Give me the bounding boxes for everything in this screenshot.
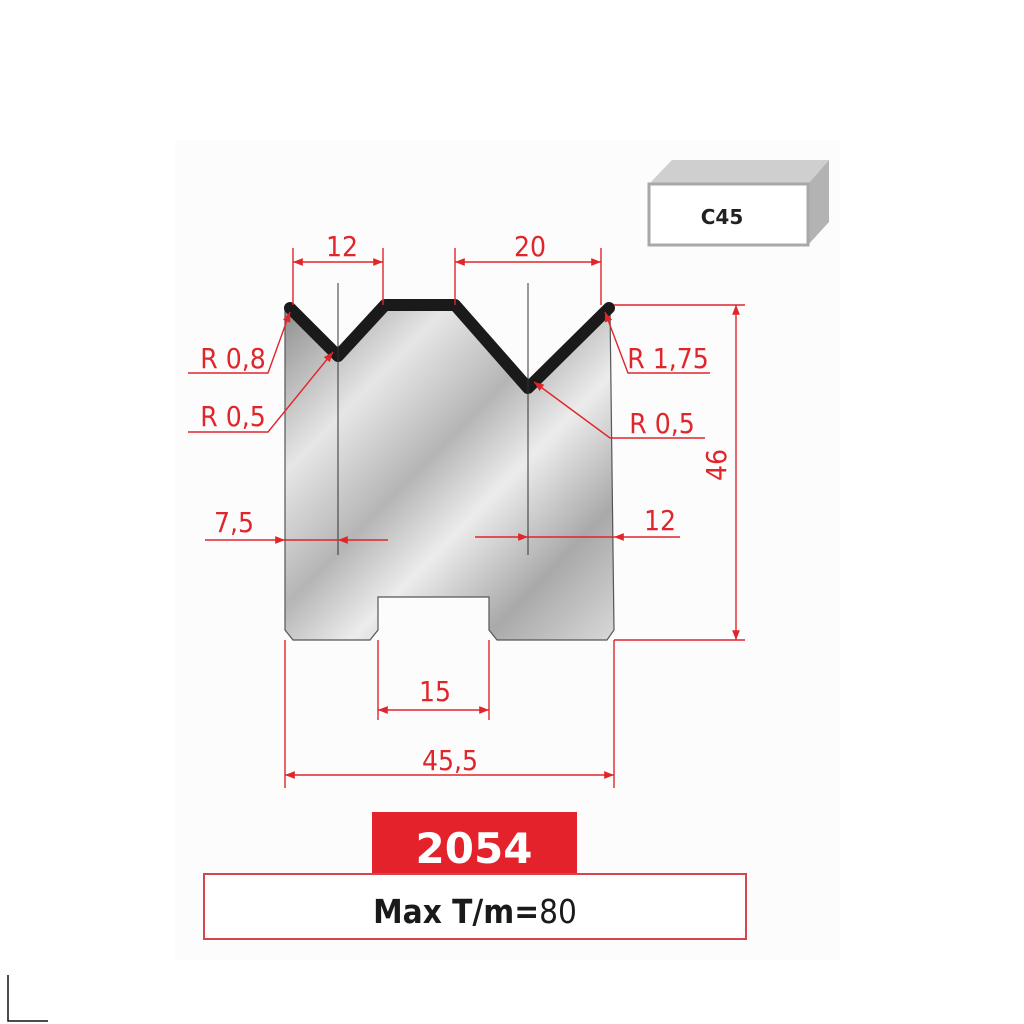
dim-right-offset: 12 [644, 504, 676, 537]
dim-right-tip-radius: R 1,75 [627, 342, 709, 375]
max-load-label: Max T/m= [373, 892, 539, 931]
dim-left-v-radius: R 0,5 [200, 400, 266, 433]
dim-right-v-radius: R 0,5 [629, 407, 695, 440]
dim-total-width: 45,5 [422, 744, 478, 777]
dim-right-v-width: 20 [514, 230, 546, 263]
dim-slot-width: 15 [419, 675, 451, 708]
max-load-box [203, 873, 747, 940]
dimension-lines [188, 248, 745, 788]
material-label: C45 [701, 205, 744, 229]
die-profile [284, 299, 615, 394]
max-load-value: 80 [539, 892, 577, 931]
part-number-banner [372, 812, 577, 873]
material-block: C45 [647, 160, 829, 247]
corner-mark [7, 975, 48, 1022]
dim-left-tip-radius: R 0,8 [200, 342, 266, 375]
dim-height: 46 [700, 449, 733, 481]
max-load-text: Max T/m=80 [373, 892, 577, 931]
dim-left-v-width: 12 [326, 230, 358, 263]
dim-left-offset: 7,5 [214, 506, 254, 539]
part-number: 2054 [416, 824, 533, 873]
